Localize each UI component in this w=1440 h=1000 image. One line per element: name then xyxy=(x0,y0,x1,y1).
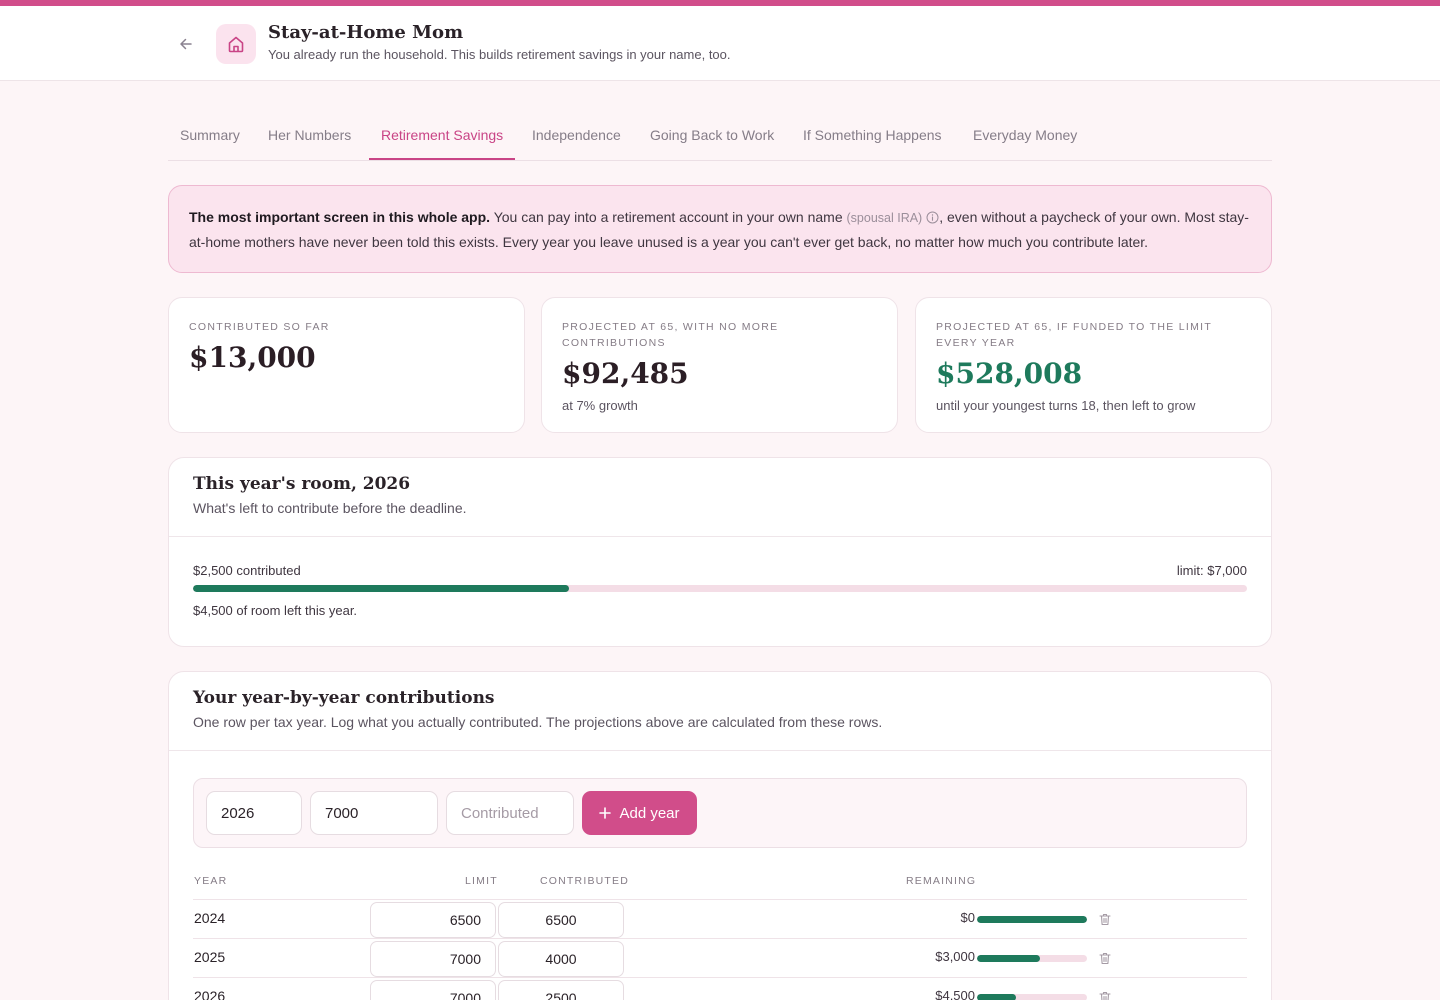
limit-input[interactable] xyxy=(310,791,438,835)
delete-row-button[interactable] xyxy=(1097,950,1113,966)
table-header: YEAR LIMIT CONTRIBUTED REMAINING xyxy=(169,872,1247,900)
tab-retirement-savings[interactable]: Retirement Savings xyxy=(369,112,516,160)
tab-everyday-money[interactable]: Everyday Money xyxy=(973,127,1078,143)
row-year: 2025 xyxy=(194,949,226,965)
stat-card-projected-funded: Projected at 65, if funded to the limit … xyxy=(915,297,1272,433)
row-remaining: $3,000 xyxy=(935,949,975,964)
trash-icon xyxy=(1099,952,1111,964)
panel-title: Your year-by-year contributions xyxy=(193,688,495,708)
panel-title: This year's room, 2026 xyxy=(193,474,411,494)
room-left-text: $4,500 of room left this year. xyxy=(193,603,358,618)
delete-row-button[interactable] xyxy=(1097,911,1113,927)
delete-row-button[interactable] xyxy=(1097,989,1113,1000)
table-row: 2026 $4,500 xyxy=(169,978,1247,1000)
add-year-form: Add year xyxy=(193,778,1247,848)
trash-icon xyxy=(1099,991,1111,1000)
year-input[interactable] xyxy=(206,791,302,835)
row-remaining: $0 xyxy=(960,910,975,925)
arrow-left-icon xyxy=(180,38,192,50)
year-by-year-panel: Your year-by-year contributions One row … xyxy=(168,671,1272,1000)
section-tabs: Summary Her Numbers Retirement Savings I… xyxy=(168,112,1272,161)
limit-amount: limit: $7,000 xyxy=(1176,563,1247,578)
room-progress-track xyxy=(193,585,1247,592)
stat-note: at 7% growth xyxy=(562,398,638,413)
page-subtitle: You already run the household. This buil… xyxy=(268,47,731,62)
column-remaining: REMAINING xyxy=(906,875,977,887)
column-limit: LIMIT xyxy=(465,875,498,887)
panel-subtitle: What's left to contribute before the dea… xyxy=(193,500,467,516)
room-progress: $2,500 contributed limit: $7,000 $4,500 … xyxy=(169,537,1271,643)
divider xyxy=(193,899,1247,900)
divider xyxy=(193,938,1247,939)
stat-card-contributed: Contributed so far $13,000 xyxy=(168,297,525,433)
home-icon xyxy=(228,36,244,53)
row-contributed-input[interactable] xyxy=(498,941,624,977)
row-remaining-fill xyxy=(977,955,1040,962)
row-remaining-track xyxy=(977,994,1087,1000)
row-remaining-track xyxy=(977,916,1087,923)
stat-value: $92,485 xyxy=(562,357,689,390)
column-contributed: CONTRIBUTED xyxy=(540,875,630,887)
panel-header: Your year-by-year contributions One row … xyxy=(169,672,1271,751)
page-title: Stay-at-Home Mom xyxy=(268,22,464,43)
divider xyxy=(193,977,1247,978)
row-remaining-fill xyxy=(977,916,1087,923)
panel-header: This year's room, 2026 What's left to co… xyxy=(169,458,1271,537)
stat-label: Contributed so far xyxy=(189,321,330,333)
contributed-amount: $2,500 contributed xyxy=(193,563,301,578)
row-year: 2026 xyxy=(194,988,226,1000)
page-header: Stay-at-Home Mom You already run the hou… xyxy=(0,6,1440,81)
trash-icon xyxy=(1099,913,1111,925)
column-year: YEAR xyxy=(194,875,228,887)
info-icon[interactable] xyxy=(926,208,939,231)
row-remaining: $4,500 xyxy=(935,988,975,1000)
tab-summary[interactable]: Summary xyxy=(180,127,240,143)
panel-subtitle: One row per tax year. Log what you actua… xyxy=(193,714,883,730)
table-row: 2025 $3,000 xyxy=(169,939,1247,978)
this-year-room-panel: This year's room, 2026 What's left to co… xyxy=(168,457,1272,647)
add-year-button[interactable]: Add year xyxy=(582,791,697,835)
callout-term: (spousal IRA) xyxy=(846,211,923,225)
tab-independence[interactable]: Independence xyxy=(532,127,621,143)
callout-heading: The most important screen in this whole … xyxy=(189,209,491,225)
stat-card-projected-no-more: Projected at 65, with no more contributi… xyxy=(541,297,898,433)
stat-note: until your youngest turns 18, then left … xyxy=(936,398,1196,413)
row-limit-input[interactable] xyxy=(370,902,496,938)
plus-icon xyxy=(599,807,612,819)
row-remaining-fill xyxy=(977,994,1017,1000)
callout-text-start: You can pay into a retirement account in… xyxy=(493,209,843,225)
table-row: 2024 $0 xyxy=(169,900,1247,939)
back-button[interactable] xyxy=(174,32,198,56)
callout-text-end: , even without a paycheck of your own. M… xyxy=(189,209,1249,250)
home-icon-tile xyxy=(216,24,256,64)
stat-value: $528,008 xyxy=(936,357,1083,390)
stat-label: Projected at 65, if funded to the limit … xyxy=(936,321,1212,349)
row-year: 2024 xyxy=(194,910,226,926)
contributed-input[interactable] xyxy=(446,791,574,835)
tab-going-back-to-work[interactable]: Going Back to Work xyxy=(650,127,775,143)
row-contributed-input[interactable] xyxy=(498,980,624,1000)
stat-value: $13,000 xyxy=(189,341,316,374)
tab-her-numbers[interactable]: Her Numbers xyxy=(268,127,352,143)
add-year-label: Add year xyxy=(619,804,680,822)
row-contributed-input[interactable] xyxy=(498,902,624,938)
important-callout: The most important screen in this whole … xyxy=(168,185,1272,273)
stat-label: Projected at 65, with no more contributi… xyxy=(562,321,779,349)
row-remaining-track xyxy=(977,955,1087,962)
room-progress-fill xyxy=(193,585,570,592)
top-accent-bar xyxy=(0,0,1440,6)
tab-if-something-happens[interactable]: If Something Happens xyxy=(803,127,942,143)
row-limit-input[interactable] xyxy=(370,941,496,977)
row-limit-input[interactable] xyxy=(370,980,496,1000)
